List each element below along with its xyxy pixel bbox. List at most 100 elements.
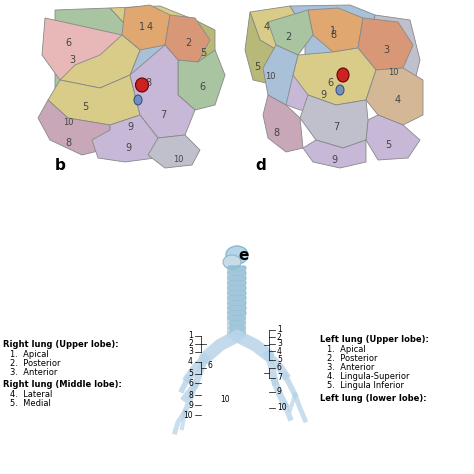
Text: 3: 3 [69, 55, 75, 65]
Text: Right lung (Middle lobe):: Right lung (Middle lobe): [3, 380, 122, 389]
Polygon shape [290, 5, 375, 65]
Ellipse shape [134, 95, 142, 105]
Ellipse shape [337, 68, 349, 82]
Text: 3: 3 [188, 347, 193, 356]
Text: 9: 9 [127, 122, 133, 132]
Text: 9: 9 [320, 90, 326, 100]
Text: 1: 1 [330, 26, 336, 36]
Text: 4: 4 [277, 346, 282, 356]
Text: 4: 4 [395, 95, 401, 105]
Polygon shape [42, 18, 140, 88]
Text: 5: 5 [277, 356, 282, 365]
Polygon shape [300, 95, 368, 148]
Polygon shape [268, 10, 313, 55]
Text: d: d [255, 158, 266, 173]
Text: 4.  Lingula-Superior: 4. Lingula-Superior [327, 372, 410, 381]
Polygon shape [358, 18, 413, 70]
Text: 1: 1 [277, 326, 282, 335]
Polygon shape [92, 115, 158, 162]
Text: 1.  Apical: 1. Apical [327, 345, 366, 354]
Polygon shape [178, 50, 225, 110]
Text: 7: 7 [160, 110, 166, 120]
Text: 2: 2 [285, 32, 291, 42]
Polygon shape [38, 100, 110, 155]
Polygon shape [250, 6, 305, 55]
Text: 8: 8 [65, 138, 71, 148]
Text: Right lung (Upper lobe):: Right lung (Upper lobe): [3, 340, 118, 349]
Text: 8: 8 [273, 128, 279, 138]
Text: 4: 4 [188, 357, 193, 366]
Text: 6: 6 [188, 379, 193, 388]
Text: 10: 10 [220, 395, 230, 404]
Polygon shape [100, 105, 175, 145]
Text: 7: 7 [277, 374, 282, 383]
Text: 2: 2 [188, 339, 193, 348]
Text: 5: 5 [254, 62, 260, 72]
Polygon shape [308, 8, 363, 52]
Polygon shape [48, 75, 140, 125]
Text: Left lung (Upper lobe):: Left lung (Upper lobe): [320, 335, 429, 344]
Text: 9: 9 [188, 401, 193, 410]
Text: 10: 10 [183, 410, 193, 419]
Polygon shape [110, 6, 195, 45]
Text: 6: 6 [277, 364, 282, 373]
Polygon shape [365, 15, 420, 100]
Text: 1: 1 [139, 22, 145, 32]
Text: 6: 6 [208, 362, 213, 371]
Text: 10: 10 [63, 118, 73, 127]
Text: 5.  Medial: 5. Medial [10, 399, 51, 408]
Text: 1: 1 [188, 331, 193, 340]
FancyBboxPatch shape [228, 266, 246, 337]
Text: 5.  Lingula Inferior: 5. Lingula Inferior [327, 381, 404, 390]
Text: 10: 10 [388, 68, 398, 77]
Text: 6: 6 [327, 78, 333, 88]
Polygon shape [148, 135, 200, 168]
Polygon shape [180, 20, 215, 75]
Text: 4.  Lateral: 4. Lateral [10, 390, 52, 399]
Polygon shape [263, 45, 298, 105]
Polygon shape [263, 95, 303, 152]
Text: 10: 10 [277, 403, 287, 412]
Text: 2: 2 [185, 38, 191, 48]
Polygon shape [165, 15, 210, 62]
Text: 6: 6 [199, 82, 205, 92]
Text: 5: 5 [82, 102, 88, 112]
Ellipse shape [226, 246, 248, 264]
Polygon shape [366, 115, 420, 160]
Polygon shape [55, 8, 135, 90]
Text: 8: 8 [330, 30, 336, 40]
Polygon shape [245, 12, 285, 85]
Text: 8: 8 [145, 78, 151, 88]
Text: 3.  Anterior: 3. Anterior [327, 363, 374, 372]
Text: 9: 9 [277, 388, 282, 396]
Polygon shape [60, 35, 140, 88]
Polygon shape [303, 140, 366, 168]
Text: 2.  Posterior: 2. Posterior [327, 354, 377, 363]
Text: 3: 3 [383, 45, 389, 55]
Text: 3: 3 [277, 339, 282, 348]
Ellipse shape [136, 78, 148, 92]
Ellipse shape [336, 85, 344, 95]
Text: Left lung (lower lobe):: Left lung (lower lobe): [320, 394, 427, 403]
Polygon shape [130, 45, 195, 138]
Polygon shape [100, 35, 195, 110]
Text: 9: 9 [125, 143, 131, 153]
Polygon shape [293, 48, 376, 105]
Text: 3.  Anterior: 3. Anterior [10, 368, 57, 377]
Text: 4: 4 [147, 22, 153, 32]
Text: 2.  Posterior: 2. Posterior [10, 359, 61, 368]
Text: 2: 2 [277, 332, 282, 341]
Polygon shape [366, 68, 423, 125]
Text: 8: 8 [188, 391, 193, 400]
Polygon shape [273, 55, 370, 115]
Text: 7: 7 [333, 122, 339, 132]
Text: 6: 6 [65, 38, 71, 48]
Text: b: b [55, 158, 66, 173]
Polygon shape [122, 5, 170, 50]
Text: 10: 10 [173, 155, 183, 164]
Text: 1.  Apical: 1. Apical [10, 350, 49, 359]
Polygon shape [55, 80, 100, 145]
Text: 9: 9 [331, 155, 337, 165]
Ellipse shape [223, 255, 241, 269]
Text: 5: 5 [200, 48, 206, 58]
